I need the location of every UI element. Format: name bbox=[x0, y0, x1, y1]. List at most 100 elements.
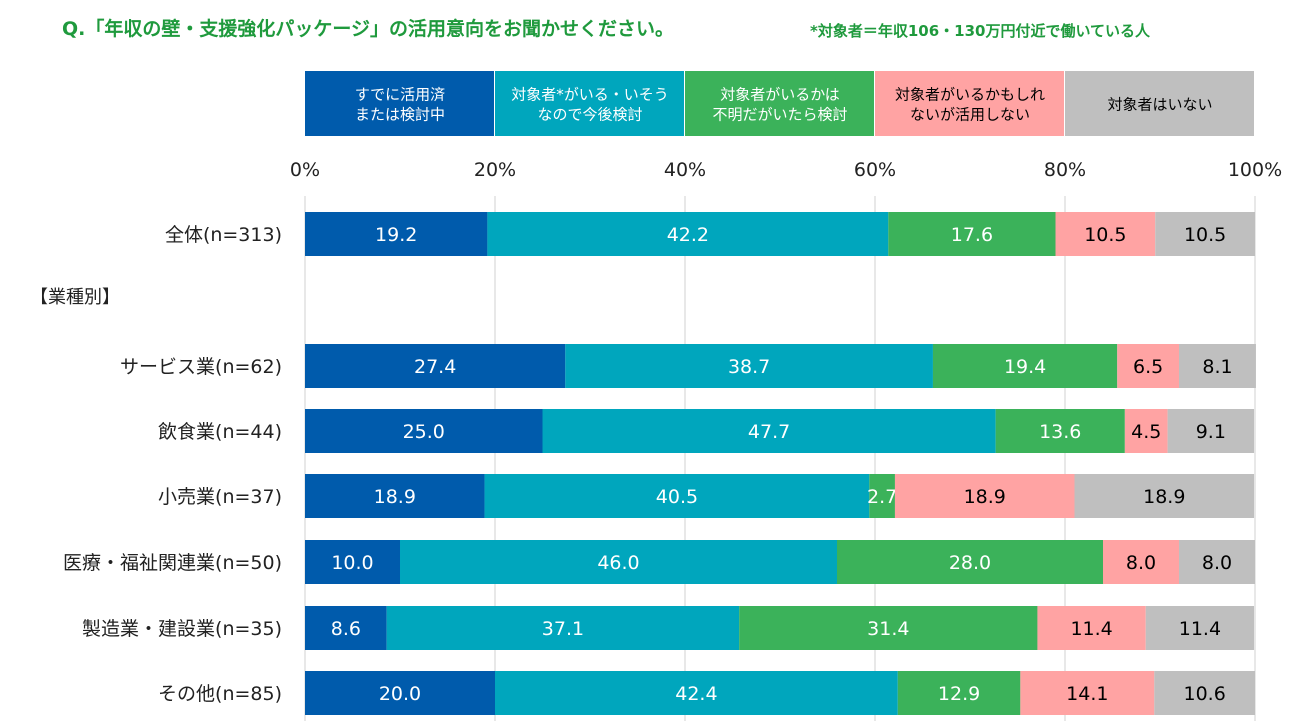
x-tick-label: 80% bbox=[1044, 159, 1086, 181]
data-label: 40.5 bbox=[656, 486, 698, 508]
bar-segment bbox=[888, 212, 1056, 256]
legend-swatch-5 bbox=[1065, 71, 1254, 136]
data-label: 11.4 bbox=[1070, 618, 1112, 640]
x-tick-label: 0% bbox=[290, 159, 320, 181]
legend-label-3: 対象者がいるかは bbox=[720, 86, 839, 104]
bar-segment bbox=[1155, 212, 1255, 256]
bar-segment bbox=[386, 606, 740, 650]
bar-segment bbox=[305, 409, 543, 453]
data-label: 18.9 bbox=[374, 486, 416, 508]
data-label: 10.5 bbox=[1184, 224, 1226, 246]
data-label: 42.4 bbox=[675, 683, 717, 705]
data-label: 37.1 bbox=[542, 618, 584, 640]
data-label: 9.1 bbox=[1196, 421, 1226, 443]
bar-segment bbox=[894, 474, 1075, 518]
legend-swatch-3 bbox=[685, 71, 874, 136]
bar-segment bbox=[1124, 409, 1168, 453]
bar-segment bbox=[1179, 344, 1256, 388]
bar-segment bbox=[305, 474, 485, 518]
data-label: 38.7 bbox=[728, 356, 770, 378]
data-label: 12.9 bbox=[938, 683, 980, 705]
bar-segment bbox=[837, 540, 1103, 584]
category-label: 小売業(n=37) bbox=[158, 486, 282, 508]
x-tick-label: 100% bbox=[1228, 159, 1282, 181]
data-label: 10.6 bbox=[1183, 683, 1225, 705]
legend-label-4: 対象者がいるかもしれ bbox=[895, 86, 1045, 104]
section-label: 【業種別】 bbox=[30, 287, 120, 308]
bar-segment bbox=[305, 344, 566, 388]
bar-segment bbox=[995, 409, 1125, 453]
target-note: *対象者＝年収106・130万円付近で働いている人 bbox=[810, 22, 1151, 40]
bar-segment bbox=[400, 540, 837, 584]
category-label: サービス業(n=62) bbox=[120, 356, 282, 378]
legend-label-5: 対象者はいない bbox=[1107, 96, 1212, 114]
bar-segment bbox=[1037, 606, 1146, 650]
data-label: 31.4 bbox=[867, 618, 909, 640]
data-label: 13.6 bbox=[1039, 421, 1081, 443]
category-label: 飲食業(n=44) bbox=[158, 421, 282, 443]
data-label: 17.6 bbox=[951, 224, 993, 246]
legend-label-2: なので今後検討 bbox=[537, 106, 642, 124]
bar-segment bbox=[932, 344, 1118, 388]
bar-segment bbox=[542, 409, 996, 453]
data-label: 20.0 bbox=[379, 683, 421, 705]
data-label: 8.1 bbox=[1202, 356, 1232, 378]
bar-segment bbox=[1055, 212, 1156, 256]
data-label: 27.4 bbox=[414, 356, 456, 378]
category-label: 製造業・建設業(n=35) bbox=[82, 618, 282, 640]
data-label: 42.2 bbox=[667, 224, 709, 246]
data-label: 28.0 bbox=[949, 552, 991, 574]
data-label: 10.5 bbox=[1084, 224, 1126, 246]
data-label: 8.6 bbox=[331, 618, 361, 640]
data-label: 2.7 bbox=[867, 486, 897, 508]
bar-segment bbox=[739, 606, 1038, 650]
bar-segment bbox=[305, 606, 387, 650]
data-label: 46.0 bbox=[597, 552, 639, 574]
bar-segment bbox=[305, 540, 400, 584]
category-label: 全体(n=313) bbox=[165, 224, 282, 246]
bar-segment bbox=[1103, 540, 1179, 584]
category-label: 医療・福祉関連業(n=50) bbox=[63, 552, 282, 574]
data-label: 10.0 bbox=[331, 552, 373, 574]
bar-segment bbox=[897, 671, 1021, 715]
legend-label-1: または検討中 bbox=[355, 106, 445, 124]
chart-title: Q.「年収の壁・支援強化パッケージ」の活用意向をお聞かせください。 bbox=[62, 18, 674, 40]
bar-segment bbox=[1074, 474, 1255, 518]
data-label: 14.1 bbox=[1066, 683, 1108, 705]
legend-label-3: 不明だがいたら検討 bbox=[712, 106, 847, 124]
data-label: 8.0 bbox=[1202, 552, 1232, 574]
bar-segment bbox=[495, 671, 898, 715]
bar-segment bbox=[1167, 409, 1255, 453]
bar-segment bbox=[1145, 606, 1255, 650]
bar-segment bbox=[1020, 671, 1155, 715]
bar-segment bbox=[869, 474, 895, 518]
data-label: 6.5 bbox=[1133, 356, 1163, 378]
data-label: 47.7 bbox=[748, 421, 790, 443]
legend-swatch-1 bbox=[305, 71, 494, 136]
legend-swatch-4 bbox=[875, 71, 1064, 136]
data-label: 8.0 bbox=[1126, 552, 1156, 574]
bar-segment bbox=[305, 212, 488, 256]
category-label: その他(n=85) bbox=[158, 683, 282, 705]
legend-swatch-2 bbox=[495, 71, 684, 136]
bar-segment bbox=[1154, 671, 1255, 715]
bar-segment bbox=[305, 671, 495, 715]
data-label: 25.0 bbox=[403, 421, 445, 443]
data-label: 18.9 bbox=[1143, 486, 1185, 508]
bar-segment bbox=[565, 344, 933, 388]
legend-label-4: ないが活用しない bbox=[910, 106, 1030, 124]
bar-segment bbox=[487, 212, 889, 256]
legend-label-1: すでに活用済 bbox=[355, 86, 445, 104]
data-label: 11.4 bbox=[1179, 618, 1221, 640]
x-tick-label: 40% bbox=[664, 159, 706, 181]
data-label: 19.4 bbox=[1004, 356, 1046, 378]
legend-label-2: 対象者*がいる・いそう bbox=[511, 86, 669, 104]
data-label: 18.9 bbox=[964, 486, 1006, 508]
data-label: 4.5 bbox=[1131, 421, 1161, 443]
bar-segment bbox=[1117, 344, 1179, 388]
x-tick-label: 60% bbox=[854, 159, 896, 181]
bar-segment bbox=[484, 474, 870, 518]
bar-segment bbox=[1179, 540, 1255, 584]
x-tick-label: 20% bbox=[474, 159, 516, 181]
